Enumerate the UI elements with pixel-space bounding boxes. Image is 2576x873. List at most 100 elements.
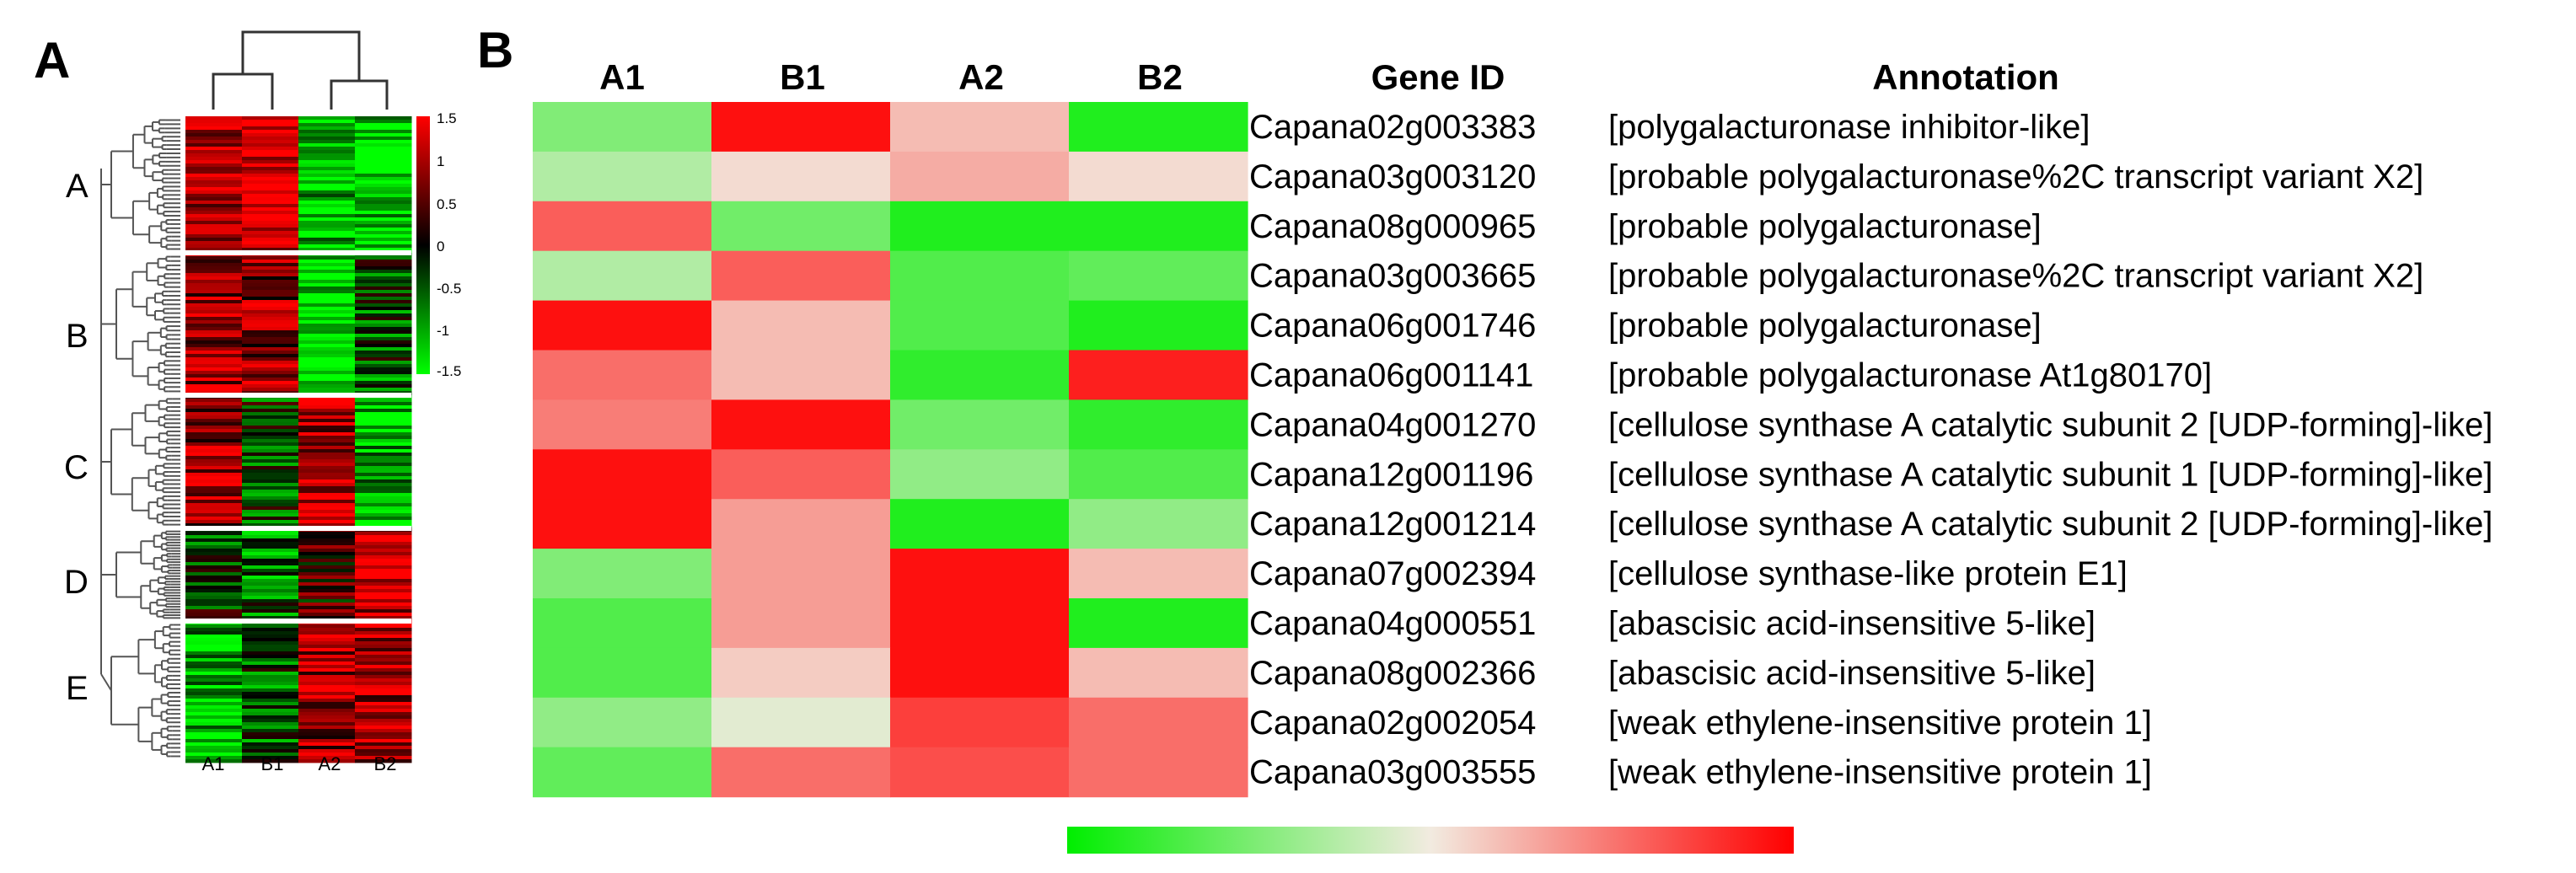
cluster-heatmap-cell: [185, 313, 243, 318]
cluster-heatmap-cell: [242, 160, 299, 164]
cluster-heatmap-cell: [355, 221, 412, 225]
cluster-heatmap-cell: [355, 542, 412, 546]
cluster-heatmap-cell: [185, 170, 243, 174]
cluster-heatmap-cell: [242, 234, 299, 238]
cluster-heatmap-cell: [298, 429, 356, 433]
cluster-heatmap-cell: [242, 313, 299, 318]
cluster-heatmap-cell: [185, 476, 243, 480]
cluster-heatmap-cell: [242, 752, 299, 757]
gene-id-label: Capana08g002366: [1249, 655, 1536, 692]
annotation-label: [abascisic acid-insensitive 5-like]: [1608, 605, 2096, 642]
cluster-heatmap-cell: [185, 330, 243, 335]
cluster-heatmap-cell: [242, 170, 299, 174]
cluster-heatmap-cell: [355, 426, 412, 430]
gene-id-label: Capana02g002054: [1249, 704, 1536, 742]
cluster-heatmap-cell: [185, 234, 243, 238]
cluster-heatmap-cell: [242, 364, 299, 368]
cluster-heatmap-cell: [242, 661, 299, 666]
cluster-heatmap-cell: [242, 705, 299, 710]
cluster-heatmap-cell: [185, 596, 243, 600]
cluster-heatmap-cell: [242, 715, 299, 720]
column-dendrogram: [212, 30, 389, 110]
cluster-heatmap-cell: [185, 402, 243, 406]
cluster-heatmap-cell: [242, 486, 299, 490]
cluster-heatmap-cell: [355, 483, 412, 487]
cluster-heatmap-cell: [242, 479, 299, 484]
cluster-heatmap-cell: [298, 266, 356, 270]
cluster-heatmap-cell: [355, 658, 412, 662]
annotation-label: [probable polygalacturonase%2C transcrip…: [1608, 258, 2423, 295]
cluster-heatmap-cell: [298, 562, 356, 566]
cluster-heatmap-cell: [355, 280, 412, 284]
cluster-heatmap-cell: [185, 609, 243, 613]
cluster-heatmap-cell: [298, 238, 356, 242]
cluster-heatmap-cell: [298, 248, 356, 252]
cluster-heatmap-cell: [185, 283, 243, 287]
cluster-heatmap-cell: [242, 137, 299, 141]
cluster-heatmap-cell: [242, 174, 299, 178]
cluster-heatmap-cell: [355, 562, 412, 566]
cluster-heatmap-cell: [298, 384, 356, 388]
cluster-heatmap-cell: [298, 535, 356, 539]
cluster-heatmap-cell: [242, 167, 299, 171]
cluster-heatmap-cell: [185, 116, 243, 121]
cluster-heatmap-cell: [298, 549, 356, 553]
cluster-heatmap-cell: [298, 150, 356, 154]
cluster-heatmap-cell: [185, 682, 243, 686]
cluster-heatmap-cell: [355, 361, 412, 365]
cluster-heatmap-cell: [242, 589, 299, 593]
cluster-heatmap-cell: [185, 351, 243, 355]
cluster-heatmap-cell: [298, 517, 356, 521]
cluster-heatmap-cell: [298, 405, 356, 410]
cluster-heatmap-cell: [298, 542, 356, 546]
cluster-heatmap-cell: [355, 201, 412, 205]
cluster-heatmap-cell: [185, 130, 243, 134]
cluster-heatmap-cell: [185, 174, 243, 178]
cluster-heatmap-cell: [185, 517, 243, 521]
heatmap-cell-r7-b1: [711, 449, 891, 500]
cluster-heatmap-cell: [185, 184, 243, 188]
cluster-heatmap-cell: [355, 307, 412, 311]
heatmap-cell-r2-a2: [890, 201, 1070, 252]
cluster-heatmap-cell: [185, 388, 243, 392]
heatmap-cell-r11-b2: [1069, 647, 1248, 699]
cluster-heatmap-cell: [185, 160, 243, 164]
cluster-heatmap-cell: [355, 409, 412, 413]
cluster-heatmap-cell: [355, 668, 412, 672]
cluster-heatmap-cell: [298, 273, 356, 277]
cluster-heatmap-cell: [185, 337, 243, 341]
cluster-heatmap-cell: [242, 214, 299, 218]
gene-id-label: Capana12g001196: [1249, 456, 1533, 493]
cluster-heatmap-cell: [355, 157, 412, 161]
annotation-labels: [polygalacturonase inhibitor-like] [proba…: [1608, 109, 2493, 791]
cluster-heatmap-cell: [185, 631, 243, 635]
heatmap-cell-r7-b2: [1069, 449, 1248, 500]
cluster-heatmap-cell: [242, 456, 299, 460]
cluster-heatmap-cell: [298, 153, 356, 158]
cluster-heatmap-cell: [298, 463, 356, 467]
cluster-heatmap-cell: [185, 157, 243, 161]
cluster-heatmap-cell: [242, 631, 299, 635]
heatmap-cell-r9-a2: [890, 549, 1070, 599]
cluster-heatmap-cell: [298, 616, 356, 620]
cluster-heatmap-cell: [185, 214, 243, 218]
cluster-heatmap-cell: [185, 381, 243, 385]
cluster-heatmap-cell: [242, 163, 299, 168]
heatmap-cell-r12-a1: [533, 697, 712, 748]
annotation-header: Annotation: [1872, 57, 2059, 97]
cluster-heatmap-cell: [298, 582, 356, 586]
cluster-heatmap-cell: [298, 613, 356, 617]
cluster-heatmap-cell: [185, 655, 243, 659]
cluster-heatmap-cell: [355, 752, 412, 757]
cluster-heatmap-cell: [242, 150, 299, 154]
cluster-heatmap-cell: [185, 661, 243, 666]
cluster-heatmap-cell: [242, 449, 299, 453]
cluster-heatmap-cell: [355, 648, 412, 652]
cluster-heatmap-cell: [355, 303, 412, 308]
cluster-heatmap-cell: [355, 466, 412, 470]
cluster-heatmap-cell: [242, 429, 299, 433]
cluster-heatmap-cell: [242, 582, 299, 586]
cluster-heatmap-cell: [242, 709, 299, 713]
cluster-heatmap-cell: [298, 759, 356, 763]
cluster-heatmap-cell: [185, 635, 243, 639]
